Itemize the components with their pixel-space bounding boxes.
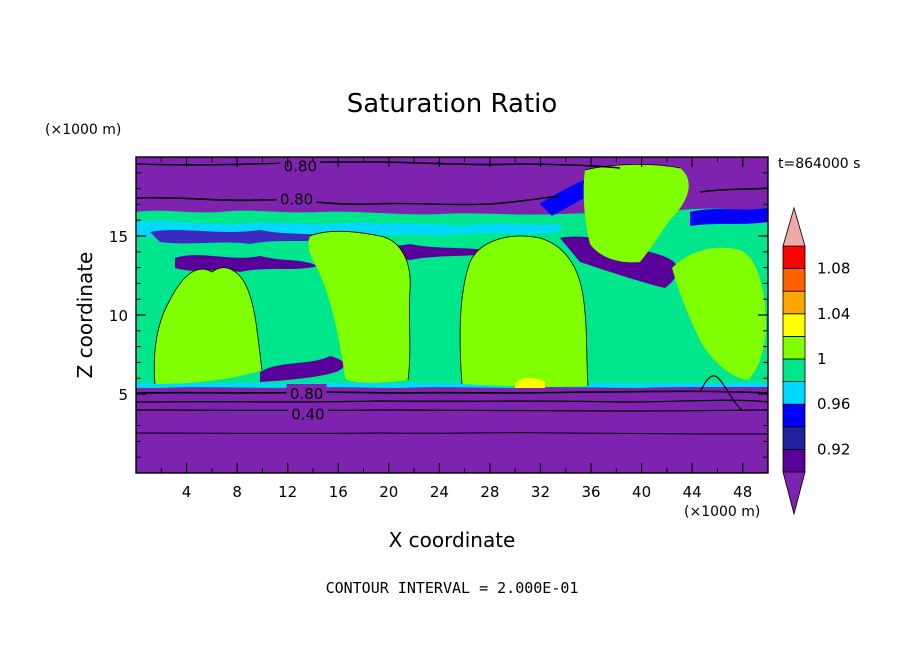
colorbar-band bbox=[782, 268, 806, 292]
x-tick-label: 32 bbox=[531, 483, 550, 501]
contour-line-060 bbox=[136, 399, 768, 403]
x-tick-label: 44 bbox=[683, 483, 702, 501]
field-region-100-cloud-4 bbox=[583, 164, 689, 263]
chart-title: Saturation Ratio bbox=[347, 89, 558, 119]
colorbar-under-arrow bbox=[782, 471, 806, 516]
contour-line-080-upper bbox=[136, 187, 768, 206]
colorbar-band bbox=[782, 426, 806, 450]
field-region-090-streak-1 bbox=[175, 255, 318, 272]
contour-line-080-lower bbox=[136, 390, 768, 394]
contour-line-100 bbox=[153, 163, 681, 387]
colorbar-band bbox=[782, 313, 806, 337]
colorbar-band bbox=[782, 381, 806, 405]
colorbar-band bbox=[782, 448, 806, 473]
x-tick-label: 4 bbox=[182, 483, 192, 501]
colorbar-band bbox=[782, 335, 806, 360]
x-axis: 4 8 12 16 20 24 28 32 36 40 44 48 bbox=[160, 157, 752, 501]
x-tick-label: 20 bbox=[379, 483, 398, 501]
x-tick-label: 16 bbox=[329, 483, 348, 501]
saturation-field bbox=[136, 157, 768, 473]
colorbar-tick-label: 0.96 bbox=[817, 395, 850, 413]
y-unit-label: (×1000 m) bbox=[45, 122, 121, 138]
x-tick-label: 8 bbox=[232, 483, 242, 501]
colorbar-band bbox=[782, 290, 806, 315]
field-region-100-cloud-3 bbox=[460, 236, 588, 387]
field-region-096-bottom bbox=[136, 383, 768, 387]
contour-line-020 bbox=[136, 432, 768, 435]
colorbar-band bbox=[782, 358, 806, 383]
contour-label: 0.80 bbox=[280, 191, 313, 209]
y-tick-label: 5 bbox=[118, 386, 128, 404]
colorbar-tick-label: 1.04 bbox=[817, 305, 850, 323]
field-region-090-streak-4 bbox=[560, 236, 678, 288]
x-tick-label: 48 bbox=[733, 483, 752, 501]
contour-label: 0.80 bbox=[284, 157, 317, 175]
x-tick-label: 40 bbox=[632, 483, 651, 501]
y-tick-label: 15 bbox=[109, 228, 128, 246]
contour-label-bg bbox=[287, 404, 328, 421]
field-region-092-streak-1 bbox=[150, 230, 340, 244]
field-region-102-patch bbox=[515, 377, 545, 388]
colorbar: 0.92 0.96 1 1.04 1.08 bbox=[782, 206, 850, 516]
colorbar-band bbox=[782, 403, 806, 428]
colorbar-tick-label: 0.92 bbox=[817, 440, 850, 458]
x-tick-label: 36 bbox=[581, 483, 600, 501]
x-unit-label: (×1000 m) bbox=[684, 504, 760, 520]
field-region-090-streak-3 bbox=[260, 356, 345, 382]
colorbar-tick-label: 1 bbox=[817, 350, 827, 368]
contour-line-080-top bbox=[136, 161, 621, 169]
field-region-100-cloud-2 bbox=[308, 231, 411, 383]
y-axis: 5 10 15 bbox=[109, 172, 768, 458]
field-region-100-cloud-5 bbox=[672, 247, 766, 380]
colorbar-band bbox=[782, 245, 806, 270]
contour-interval-label: CONTOUR INTERVAL = 2.000E-01 bbox=[326, 579, 579, 597]
contour-label-bg bbox=[286, 384, 327, 400]
x-tick-label: 28 bbox=[480, 483, 499, 501]
x-tick-label: 12 bbox=[278, 483, 297, 501]
x-axis-label: X coordinate bbox=[389, 528, 516, 552]
contour-label: 0.40 bbox=[291, 406, 324, 424]
contour-labels: 0.80 0.80 0.80 0.40 bbox=[276, 156, 328, 424]
field-region-100-cloud-1 bbox=[154, 267, 262, 384]
contour-label-bg bbox=[280, 156, 321, 173]
contour-line-bump bbox=[699, 375, 743, 411]
time-label: t=864000 s bbox=[778, 156, 860, 172]
x-tick-label: 24 bbox=[430, 483, 449, 501]
colorbar-over-arrow bbox=[782, 206, 806, 247]
contour-label-bg bbox=[276, 189, 317, 206]
y-axis-label: Z coordinate bbox=[73, 252, 97, 379]
contour-label: 0.80 bbox=[290, 385, 323, 403]
field-region-094-streak-2 bbox=[690, 208, 768, 226]
colorbar-tick-label: 1.08 bbox=[817, 260, 850, 278]
contour-line-040 bbox=[136, 409, 768, 412]
y-tick-label: 10 bbox=[109, 307, 128, 325]
